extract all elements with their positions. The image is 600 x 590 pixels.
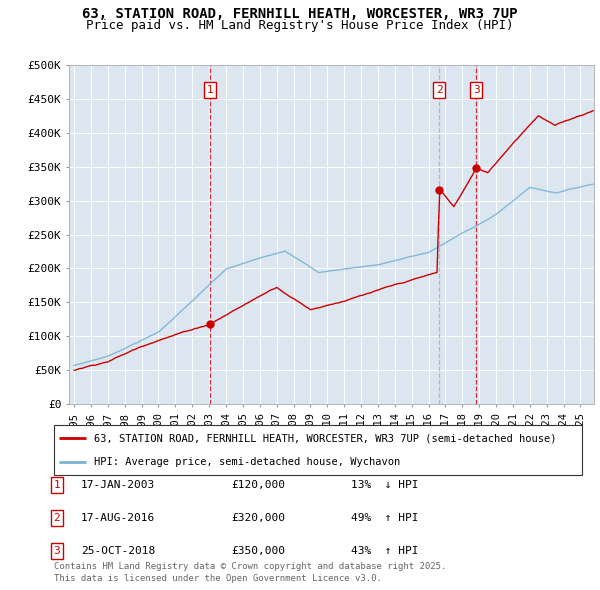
Text: HPI: Average price, semi-detached house, Wychavon: HPI: Average price, semi-detached house,… [94, 457, 400, 467]
Text: 17-JAN-2003: 17-JAN-2003 [81, 480, 155, 490]
Text: 25-OCT-2018: 25-OCT-2018 [81, 546, 155, 556]
Text: 63, STATION ROAD, FERNHILL HEATH, WORCESTER, WR3 7UP (semi-detached house): 63, STATION ROAD, FERNHILL HEATH, WORCES… [94, 433, 556, 443]
Text: 63, STATION ROAD, FERNHILL HEATH, WORCESTER, WR3 7UP: 63, STATION ROAD, FERNHILL HEATH, WORCES… [82, 7, 518, 21]
Text: Contains HM Land Registry data © Crown copyright and database right 2025.: Contains HM Land Registry data © Crown c… [54, 562, 446, 571]
Text: 2: 2 [53, 513, 61, 523]
Text: 2: 2 [436, 85, 443, 95]
Text: 43%  ↑ HPI: 43% ↑ HPI [351, 546, 419, 556]
Text: 49%  ↑ HPI: 49% ↑ HPI [351, 513, 419, 523]
Text: £320,000: £320,000 [231, 513, 285, 523]
Text: 17-AUG-2016: 17-AUG-2016 [81, 513, 155, 523]
Text: 1: 1 [53, 480, 61, 490]
Text: £350,000: £350,000 [231, 546, 285, 556]
FancyBboxPatch shape [54, 425, 582, 475]
Text: £120,000: £120,000 [231, 480, 285, 490]
Text: This data is licensed under the Open Government Licence v3.0.: This data is licensed under the Open Gov… [54, 574, 382, 583]
Text: 13%  ↓ HPI: 13% ↓ HPI [351, 480, 419, 490]
Text: Price paid vs. HM Land Registry's House Price Index (HPI): Price paid vs. HM Land Registry's House … [86, 19, 514, 32]
Text: 3: 3 [473, 85, 479, 95]
Text: 1: 1 [206, 85, 213, 95]
Text: 3: 3 [53, 546, 61, 556]
